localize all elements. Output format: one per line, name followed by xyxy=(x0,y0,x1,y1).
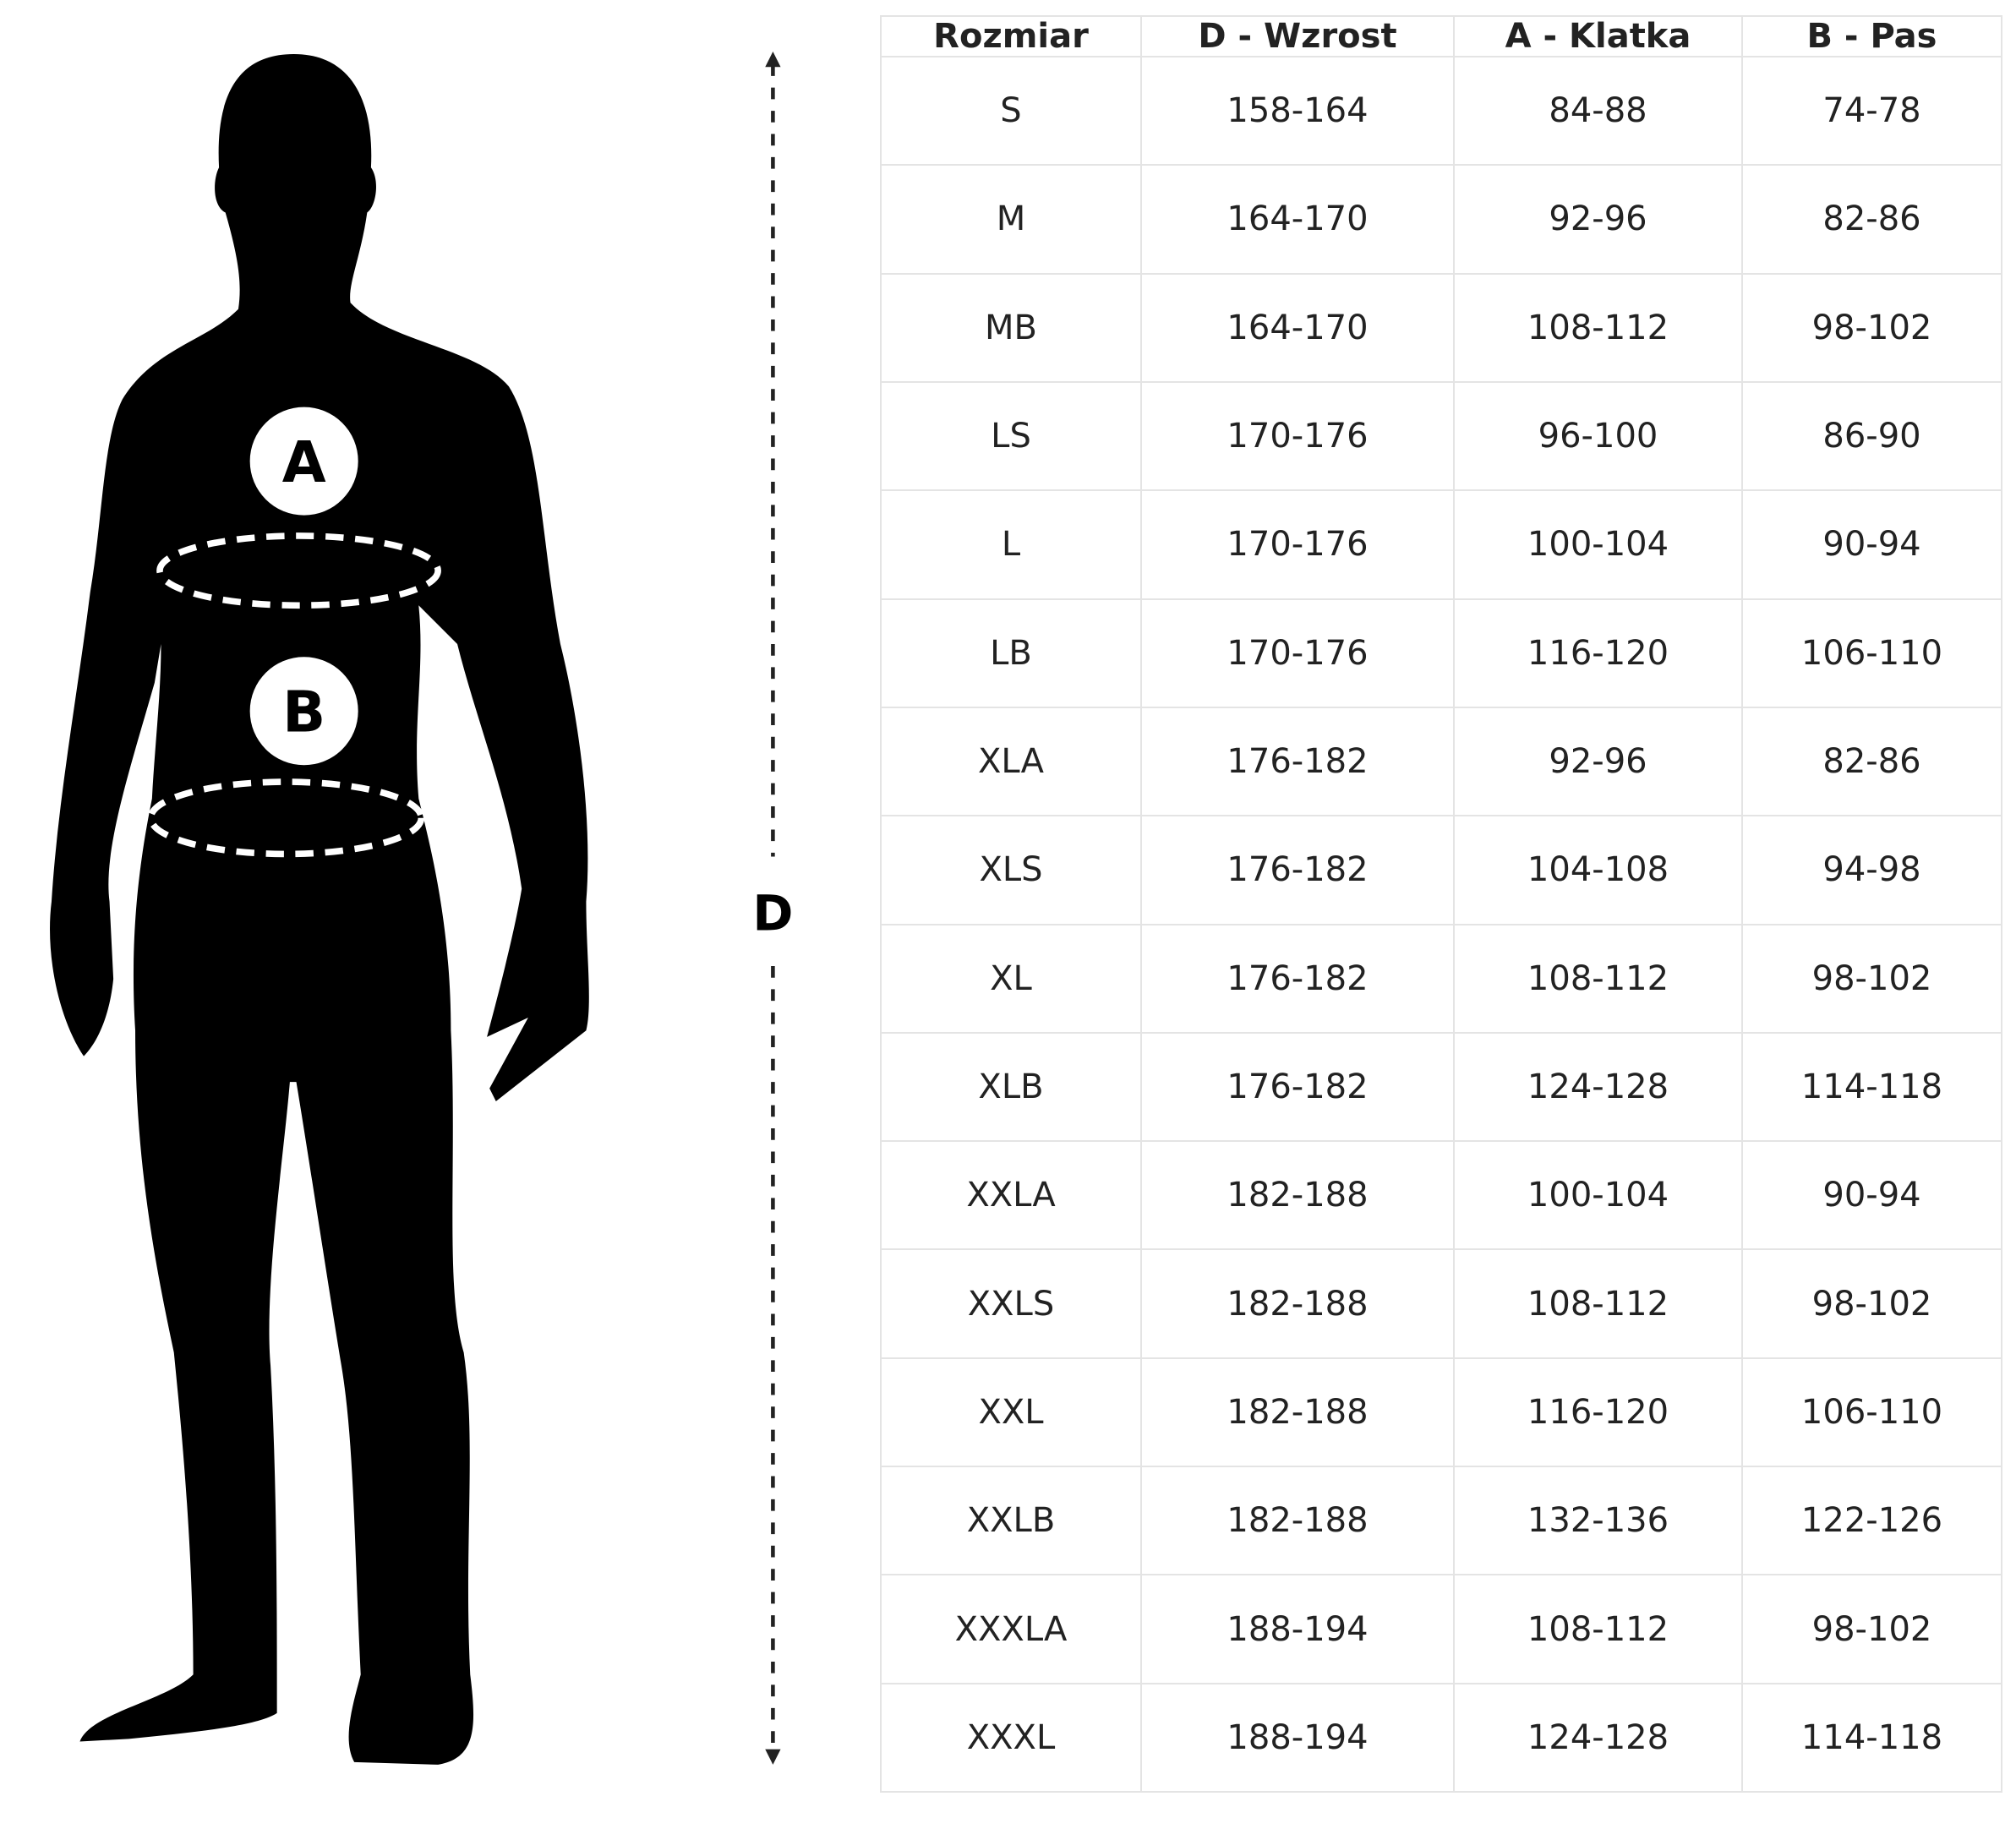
table-row: XXXLA 188-194 108-112 98-102 xyxy=(880,1574,2002,1684)
table-row: XLB 176-182 124-128 114-118 xyxy=(880,1031,2002,1143)
marker-circle xyxy=(249,407,358,516)
table-row: L 170-176 100-104 90-94 xyxy=(880,489,2002,600)
table-cell: 158-164 xyxy=(1140,55,1455,167)
header-cell: B - Pas xyxy=(1741,15,2002,57)
table-row: LS 170-176 96-100 86-90 xyxy=(880,380,2002,492)
table-cell: 122-126 xyxy=(1741,1466,2002,1576)
waist-ring xyxy=(147,778,425,858)
silhouette xyxy=(50,54,589,1765)
table-cell: 90-94 xyxy=(1741,489,2002,600)
table-cell: 182-188 xyxy=(1140,1466,1455,1576)
table-cell: 86-90 xyxy=(1741,380,2002,492)
header-row: Rozmiar D - Wzrost A - Klatka B - Pas xyxy=(880,15,2002,57)
table-row: XLA 176-182 92-96 82-86 xyxy=(880,706,2002,817)
table-cell: 96-100 xyxy=(1453,380,1743,492)
table-cell: 188-194 xyxy=(1140,1682,1455,1794)
figure: A B D xyxy=(50,51,793,1765)
table-row: XL 176-182 108-112 98-102 xyxy=(880,923,2002,1034)
table-cell: 84-88 xyxy=(1453,55,1743,167)
header-cell: A - Klatka xyxy=(1453,15,1743,57)
table-cell: 106-110 xyxy=(1741,598,2002,708)
table-cell: 124-128 xyxy=(1453,1031,1743,1143)
table-cell: XXL xyxy=(880,1357,1142,1468)
table-row: XLS 176-182 104-108 94-98 xyxy=(880,815,2002,925)
table-row: XXLS 182-188 108-112 98-102 xyxy=(880,1248,2002,1359)
table-row: S 158-164 84-88 74-78 xyxy=(880,55,2002,167)
table-row: XXLA 182-188 100-104 90-94 xyxy=(880,1140,2002,1251)
table-cell: MB xyxy=(880,272,1142,383)
header-cell: D - Wzrost xyxy=(1140,15,1455,57)
marker-circle xyxy=(249,657,358,766)
table-cell: 164-170 xyxy=(1140,164,1455,275)
table-row: XXXL 188-194 124-128 114-118 xyxy=(880,1682,2002,1794)
table-cell: 98-102 xyxy=(1741,923,2002,1034)
table-cell: 188-194 xyxy=(1140,1574,1455,1684)
table-cell: 94-98 xyxy=(1741,815,2002,925)
table-cell: XLS xyxy=(880,815,1142,925)
table-cell: 106-110 xyxy=(1741,1357,2002,1468)
table-cell: 182-188 xyxy=(1140,1357,1455,1468)
table-cell: 104-108 xyxy=(1453,815,1743,925)
table-cell: 114-118 xyxy=(1741,1682,2002,1794)
table-cell: 98-102 xyxy=(1741,272,2002,383)
table-cell: XXLA xyxy=(880,1140,1142,1251)
table-cell: 82-86 xyxy=(1741,164,2002,275)
table-cell: 176-182 xyxy=(1140,923,1455,1034)
label-d: D xyxy=(752,884,793,942)
label-a: A xyxy=(282,429,326,495)
table-cell: 108-112 xyxy=(1453,1574,1743,1684)
table-cell: 116-120 xyxy=(1453,1357,1743,1468)
table-cell: 90-94 xyxy=(1741,1140,2002,1251)
table-cell: 108-112 xyxy=(1453,1248,1743,1359)
table-cell: 108-112 xyxy=(1453,272,1743,383)
table-cell: 100-104 xyxy=(1453,489,1743,600)
label-b: B xyxy=(282,680,325,745)
table-cell: 176-182 xyxy=(1140,815,1455,925)
table-cell: S xyxy=(880,55,1142,167)
table-cell: 114-118 xyxy=(1741,1031,2002,1143)
table-cell: 164-170 xyxy=(1140,272,1455,383)
table-row: M 164-170 92-96 82-86 xyxy=(880,164,2002,275)
table-cell: 100-104 xyxy=(1453,1140,1743,1251)
table-cell: 176-182 xyxy=(1140,706,1455,817)
table-cell: XXXL xyxy=(880,1682,1142,1794)
table-cell: L xyxy=(880,489,1142,600)
table-cell: 182-188 xyxy=(1140,1140,1455,1251)
table-cell: 108-112 xyxy=(1453,923,1743,1034)
header-cell: Rozmiar xyxy=(880,15,1142,57)
size-table: Rozmiar D - Wzrost A - Klatka B - Pas S 158-… xyxy=(880,15,2002,1794)
table-cell: 92-96 xyxy=(1453,706,1743,817)
table-cell: 74-78 xyxy=(1741,55,2002,167)
table-cell: 170-176 xyxy=(1140,598,1455,708)
table-cell: 98-102 xyxy=(1741,1574,2002,1684)
table-cell: LS xyxy=(880,380,1142,492)
table-cell: 170-176 xyxy=(1140,489,1455,600)
table-cell: LB xyxy=(880,598,1142,708)
table-row: XXLB 182-188 132-136 122-126 xyxy=(880,1466,2002,1576)
table-cell: XL xyxy=(880,923,1142,1034)
table-cell: 182-188 xyxy=(1140,1248,1455,1359)
table-cell: XXXLA xyxy=(880,1574,1142,1684)
table-cell: 132-136 xyxy=(1453,1466,1743,1576)
table-row: LB 170-176 116-120 106-110 xyxy=(880,598,2002,708)
chest-ring xyxy=(156,532,441,609)
table-cell: XLB xyxy=(880,1031,1142,1143)
table-cell: 98-102 xyxy=(1741,1248,2002,1359)
table-cell: 124-128 xyxy=(1453,1682,1743,1794)
table-cell: 176-182 xyxy=(1140,1031,1455,1143)
table-cell: 116-120 xyxy=(1453,598,1743,708)
table-cell: XXLB xyxy=(880,1466,1142,1576)
table-cell: XXLS xyxy=(880,1248,1142,1359)
table-cell: 170-176 xyxy=(1140,380,1455,492)
table-row: XXL 182-188 116-120 106-110 xyxy=(880,1357,2002,1468)
table-row: MB 164-170 108-112 98-102 xyxy=(880,272,2002,383)
table-cell: M xyxy=(880,164,1142,275)
table-cell: 82-86 xyxy=(1741,706,2002,817)
table-cell: XLA xyxy=(880,706,1142,817)
table-cell: 92-96 xyxy=(1453,164,1743,275)
